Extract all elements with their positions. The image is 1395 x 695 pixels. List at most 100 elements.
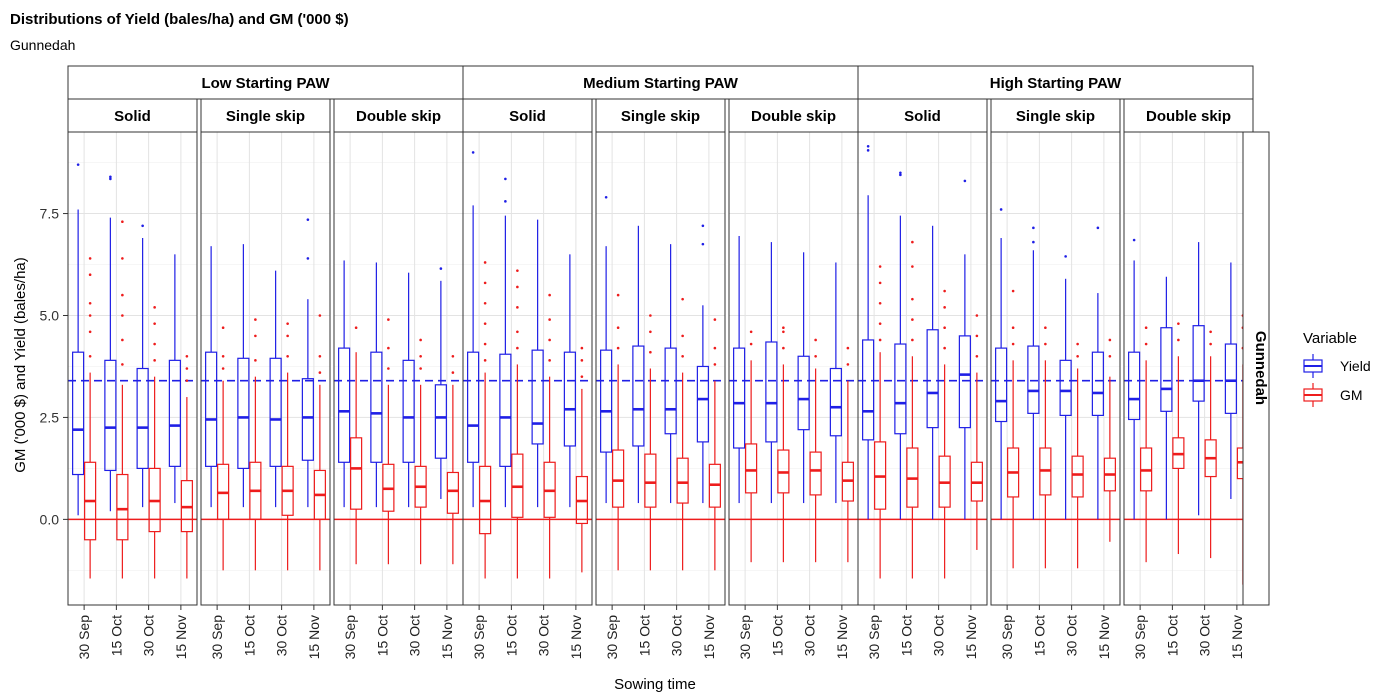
box-yield [632,225,645,504]
panel-background [1124,132,1253,605]
box-iqr [434,384,447,459]
box-yield [733,235,746,504]
box-gm [313,314,326,571]
box-yield [894,171,907,520]
group-strip-label: Medium Starting PAW [583,75,739,92]
outlier-point [88,330,92,334]
outlier-point [419,367,422,370]
outlier-point [814,354,817,358]
box-iqr [1224,343,1237,414]
box-yield [765,242,778,504]
outlier-point [1144,326,1148,330]
facet-panel: Solid 30 Sep 15 Oct 30 Oct 15 Nov [462,98,593,659]
panel-background [991,132,1120,605]
x-tick-label: 15 Oct [108,615,124,656]
outlier-point [516,346,519,350]
outlier-point [121,363,124,366]
outlier-point [88,301,92,305]
box-yield [696,224,709,504]
facet-panel: Solid 30 Sep 15 Oct 30 Oct 15 Nov [857,98,988,659]
x-tick-label: 15 Nov [1229,615,1245,659]
outlier-point [1064,255,1067,258]
box-iqr [797,355,810,431]
box-yield [237,244,250,508]
box-yield [664,244,677,504]
x-tick-label: 30 Sep [342,615,358,660]
legend-key-yield [1303,354,1323,378]
box-yield [797,252,810,504]
box-iqr [664,347,677,435]
outlier-point [1044,326,1047,330]
box-yield [1059,255,1072,520]
panel-strip-label: Single skip [226,108,305,125]
box-yield [600,195,613,504]
x-tick-label: 15 Nov [173,615,189,659]
box-gm [350,326,363,565]
box-gm [281,322,294,571]
box-iqr [499,353,512,467]
y-tick-label: 7.5 [40,206,60,222]
box-yield [104,175,117,512]
box-iqr [926,329,939,429]
outlier-point [1032,226,1035,230]
box-iqr [446,471,459,514]
x-tick-label: 30 Oct [1064,615,1080,656]
box-yield [1160,276,1173,520]
x-tick-label: 15 Oct [1031,615,1047,656]
facet-panel: Single skip 30 Sep 15 Oct 30 Oct 15 Nov [595,98,726,659]
box-gm [148,306,161,579]
box-iqr [104,359,117,472]
outlier-point [221,367,225,370]
outlier-point [471,151,475,154]
outlier-point [649,314,652,317]
outlier-point [866,144,870,148]
x-tick-label: 15 Nov [306,615,322,659]
box-yield [72,163,85,516]
outlier-point [911,318,914,321]
outlier-point [1132,238,1136,242]
x-tick-label: 15 Oct [241,615,257,656]
box-iqr [1027,345,1040,414]
x-tick-label: 30 Sep [1132,615,1148,660]
box-iqr [301,378,314,461]
box-iqr [563,351,576,447]
box-iqr [116,473,129,541]
y-axis-label: GM ('000 $) and Yield (bales/ha) [12,257,29,472]
box-yield [958,179,971,520]
box-iqr [467,351,480,463]
outlier-point [109,175,112,179]
outlier-point [782,326,785,330]
box-yield [499,177,512,508]
outlier-point [580,359,584,362]
legend-label-gm: GM [1340,387,1363,403]
panel-strip-label: Solid [114,108,151,125]
box-iqr [168,359,181,467]
outlier-point [419,338,422,342]
outlier-point [451,371,455,374]
x-tick-label: 30 Oct [802,615,818,656]
outlier-point [504,200,507,203]
box-iqr [809,451,822,496]
outlier-point [580,346,584,350]
box-iqr [829,367,842,437]
y-tick-label: 2.5 [40,409,60,425]
outlier-point [1011,342,1015,346]
box-iqr [402,359,415,463]
panel-border [857,131,988,606]
outlier-point [975,354,979,358]
box-iqr [1192,325,1205,402]
panel-background [201,132,330,605]
box-yield [205,246,218,508]
outlier-point [354,326,358,330]
outlier-point [899,173,902,177]
box-yield [136,224,149,508]
box-iqr [765,341,778,443]
x-tick-label: 30 Oct [536,615,552,656]
outlier-point [975,314,979,317]
outlier-point [911,265,914,268]
row-strip-box [1242,131,1270,606]
box-yield [370,262,383,508]
outlier-point [387,367,390,370]
box-yield [1224,262,1237,499]
outlier-point [286,354,289,358]
